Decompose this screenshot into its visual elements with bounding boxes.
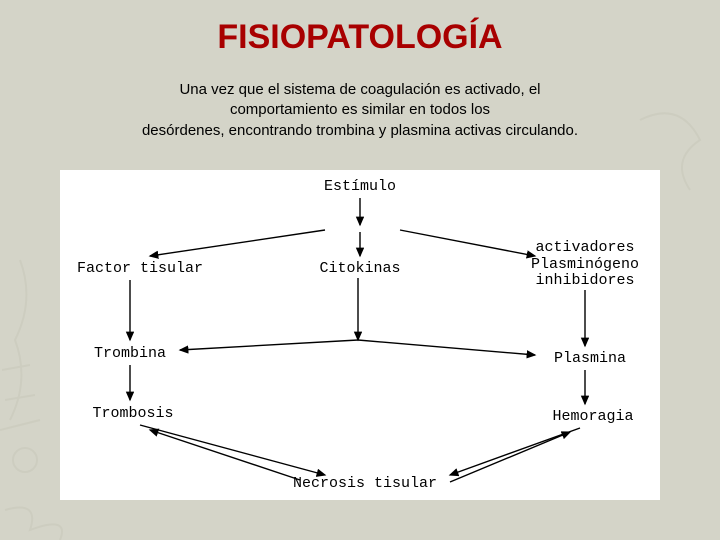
flowchart-arrows xyxy=(60,170,660,500)
node-necrosis: Necrosis tisular xyxy=(285,475,445,492)
node-citokinas: Citokinas xyxy=(310,260,410,277)
flowchart-diagram: Estímulo Factor tisular Citokinas activador… xyxy=(60,170,660,500)
subtitle-line-3: desórdenes, encontrando trombina y plasm… xyxy=(142,122,578,139)
node-factor: Factor tisular xyxy=(70,260,210,277)
subtitle-line-2: comportamiento es similar en todos los xyxy=(230,101,490,118)
node-plasmina: Plasmina xyxy=(540,350,640,367)
node-trombosis: Trombosis xyxy=(78,405,188,422)
subtitle: Una vez que el sistema de coagulación es… xyxy=(80,80,640,141)
node-trombina: Trombina xyxy=(80,345,180,362)
page-title: FISIOPATOLOGÍA xyxy=(0,18,720,57)
node-api: activadoresPlasminógenoinhibidores xyxy=(520,240,650,290)
node-estimulo: Estímulo xyxy=(320,178,400,195)
subtitle-line-1: Una vez que el sistema de coagulación es… xyxy=(179,81,540,98)
node-hemoragia: Hemoragia xyxy=(538,408,648,425)
